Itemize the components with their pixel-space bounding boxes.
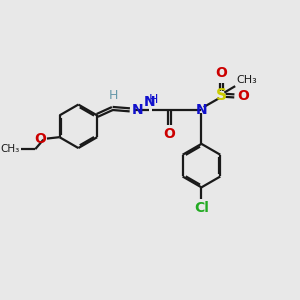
Text: H: H bbox=[149, 93, 158, 106]
Text: O: O bbox=[34, 132, 46, 145]
Text: O: O bbox=[237, 89, 249, 103]
Text: N: N bbox=[196, 103, 207, 117]
Text: Cl: Cl bbox=[194, 201, 209, 215]
Text: CH₃: CH₃ bbox=[1, 144, 20, 154]
Text: O: O bbox=[164, 127, 175, 141]
Text: CH₃: CH₃ bbox=[237, 75, 258, 85]
Text: N: N bbox=[143, 95, 155, 109]
Text: S: S bbox=[216, 88, 227, 103]
Text: N: N bbox=[132, 103, 143, 117]
Text: H: H bbox=[109, 89, 119, 102]
Text: O: O bbox=[216, 66, 227, 80]
